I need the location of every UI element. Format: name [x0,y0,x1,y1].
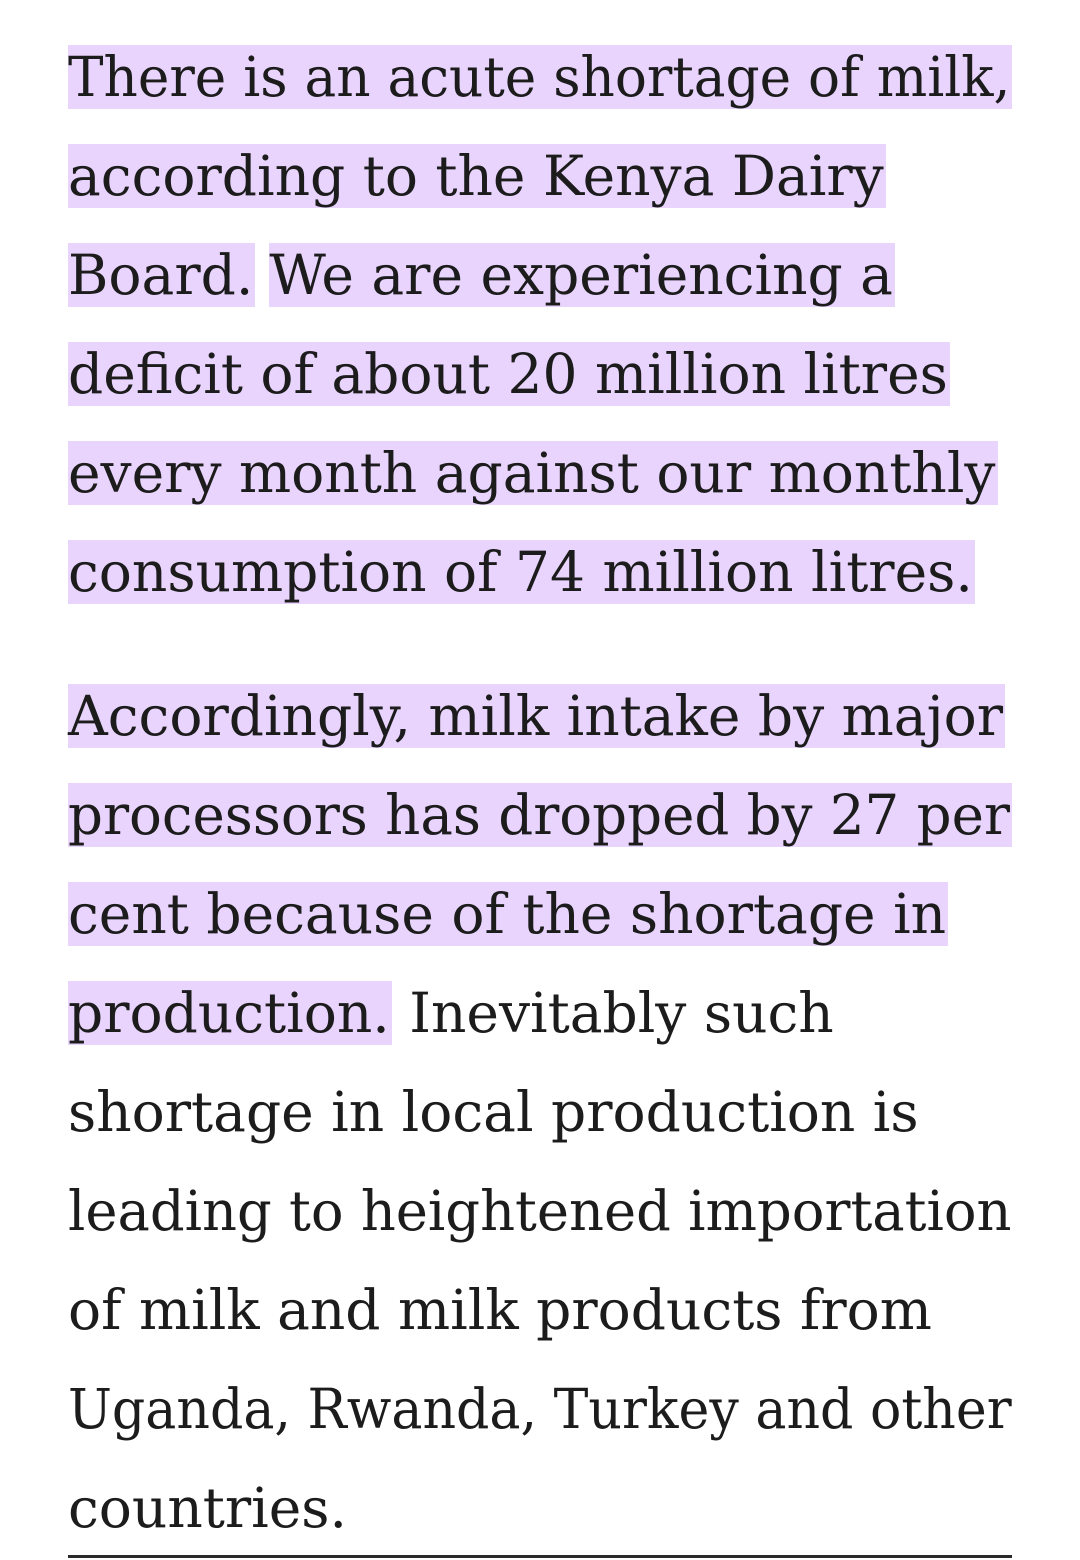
highlighted-text[interactable]: We are experiencing a [269,243,895,307]
highlighted-text[interactable]: every month against our monthly [68,441,998,505]
highlighted-text[interactable]: There is an acute shortage of milk, [68,45,1013,109]
paragraph-1-line-5[interactable]: every month against our monthly [68,441,998,505]
paragraph-2-line-4[interactable]: production. Inevitably such [68,981,834,1045]
paragraph-2-line-3[interactable]: cent because of the shortage in [68,882,949,946]
highlighted-text[interactable]: production. [68,981,392,1045]
plain-text[interactable]: leading to heightened importation [68,1179,1012,1243]
plain-text[interactable] [392,981,409,1045]
paragraph-2-line-6[interactable]: leading to heightened importation [68,1179,1012,1243]
highlighted-text[interactable]: Board. [68,243,256,307]
highlighted-text[interactable]: Accordingly, milk intake by major [68,684,1006,748]
paragraph-2-line-7[interactable]: of milk and milk products from [68,1278,932,1342]
paragraph-2-line-1[interactable]: Accordingly, milk intake by major [68,684,1006,748]
paragraph-1-line-2[interactable]: according to the Kenya Dairy [68,144,886,208]
plain-text[interactable]: countries. [68,1476,348,1540]
paragraph-2-line-8[interactable]: Uganda, Rwanda, Turkey and other [68,1377,1012,1441]
plain-text[interactable]: Inevitably such [409,981,834,1045]
plain-text[interactable]: Uganda, Rwanda, Turkey and other [68,1377,1012,1441]
paragraph-1-line-1[interactable]: There is an acute shortage of milk, [68,45,1013,109]
highlighted-text[interactable]: deficit of about 20 million litres [68,342,950,406]
plain-text[interactable]: of milk and milk products from [68,1278,932,1342]
paragraph-1-line-4[interactable]: deficit of about 20 million litres [68,342,950,406]
paragraph-2-line-2[interactable]: processors has dropped by 27 per [68,783,1012,847]
paragraph-1-line-6[interactable]: consumption of 74 million litres. [68,540,975,604]
paragraph-2-line-9[interactable]: countries. [68,1476,347,1540]
section-divider [68,1555,1012,1558]
paragraph-2-line-5[interactable]: shortage in local production is [68,1080,919,1144]
highlighted-text[interactable]: processors has dropped by 27 per [68,783,1012,847]
highlighted-text[interactable]: according to the Kenya Dairy [68,144,886,208]
highlighted-text[interactable]: cent because of the shortage in [68,882,949,946]
highlighted-text[interactable]: consumption of 74 million litres. [68,540,975,604]
plain-text[interactable]: shortage in local production is [68,1080,919,1144]
paragraph-1-line-3[interactable]: Board. We are experiencing a [68,243,895,307]
